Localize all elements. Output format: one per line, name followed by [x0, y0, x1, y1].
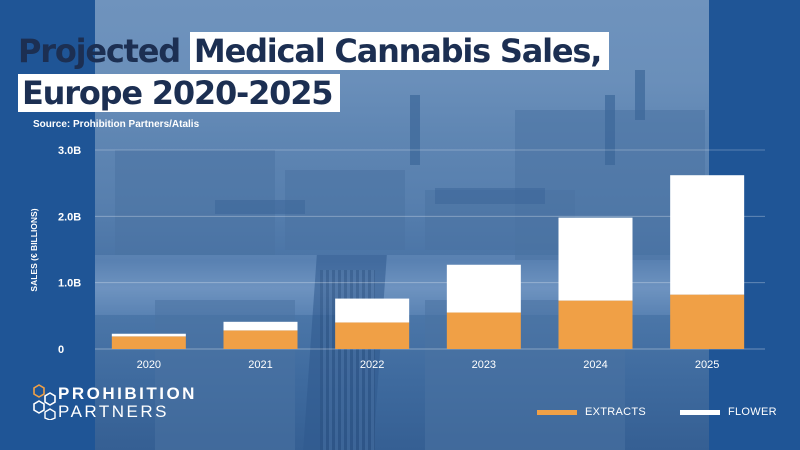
bar-extracts-2020: [111, 336, 186, 349]
legend-item-extracts: EXTRACTS: [537, 404, 646, 420]
legend-swatch-flower: [680, 409, 720, 415]
legend-label-flower: FLOWER: [728, 406, 777, 418]
y-tick-label: 3.0B: [58, 145, 81, 157]
bar-flower-2020: [111, 333, 186, 337]
bar-flower-2024: [558, 217, 633, 301]
legend-label-extracts: EXTRACTS: [585, 406, 647, 418]
bar-extracts-2024: [558, 300, 633, 349]
bar-flower-2022: [335, 298, 410, 323]
source-note: Source: Prohibition Partners/Atalis: [33, 119, 200, 130]
title-plain: Projected: [18, 32, 190, 70]
brand-name-line-1: PROHIBITION: [58, 384, 197, 403]
x-tick-label: 2023: [472, 359, 496, 371]
legend-item-flower: FLOWER: [680, 404, 777, 420]
x-tick-label: 2022: [360, 359, 384, 371]
bar-extracts-2021: [223, 330, 298, 349]
y-tick-label: 0: [58, 344, 64, 356]
bar-flower-2023: [446, 264, 521, 313]
x-tick-label: 2021: [248, 359, 272, 371]
hexagon-cluster-icon: [33, 384, 56, 420]
title-highlight-2: Europe 2020-2025: [18, 74, 341, 112]
bar-extracts-2022: [335, 322, 410, 349]
bar-flower-2021: [223, 321, 298, 331]
bar-extracts-2025: [670, 294, 745, 349]
x-tick-label: 2025: [695, 359, 719, 371]
legend-swatch-extracts: [537, 409, 577, 415]
title-highlight-1: Medical Cannabis Sales,: [189, 32, 610, 70]
x-tick-label: 2020: [137, 359, 161, 371]
brand-name-line-2: PARTNERS: [58, 402, 170, 421]
bar-flower-2025: [670, 175, 745, 295]
x-tick-label: 2024: [583, 359, 607, 371]
y-tick-label: 2.0B: [58, 211, 81, 223]
chart-title-line-2: Europe 2020-2025: [18, 74, 341, 112]
chart-title-line-1: Projected Medical Cannabis Sales,: [18, 32, 610, 70]
y-tick-label: 1.0B: [58, 278, 81, 290]
bar-extracts-2023: [446, 312, 521, 349]
